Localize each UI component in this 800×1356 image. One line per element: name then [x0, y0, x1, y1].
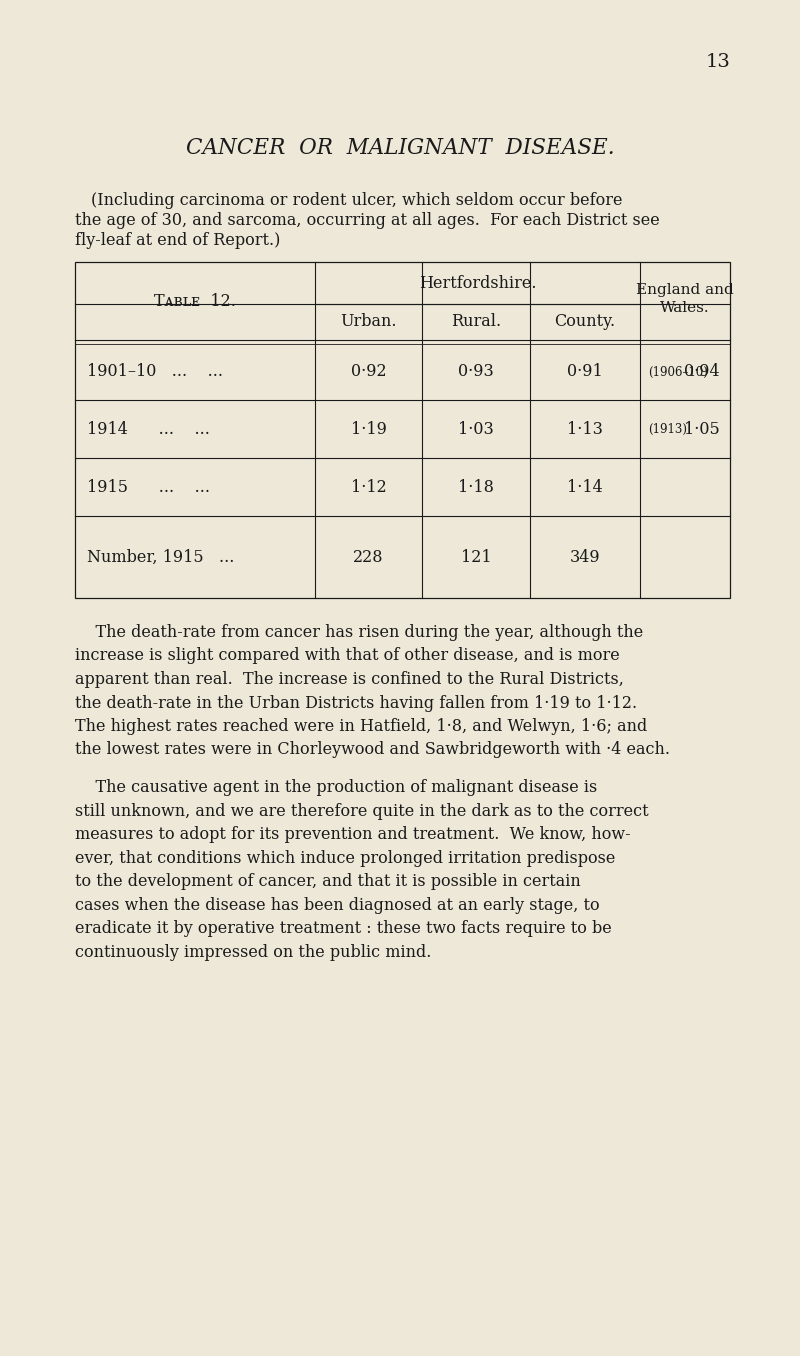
Text: eradicate it by operative treatment : these two facts require to be: eradicate it by operative treatment : th…	[75, 921, 612, 937]
Text: (1913): (1913)	[648, 423, 687, 435]
Text: CANCER  OR  MALIGNANT  DISEASE.: CANCER OR MALIGNANT DISEASE.	[186, 137, 614, 159]
Text: continuously impressed on the public mind.: continuously impressed on the public min…	[75, 944, 431, 960]
Text: 1·05: 1·05	[684, 420, 720, 438]
Bar	[75, 262, 730, 598]
Text: County.: County.	[554, 313, 615, 331]
Text: Number, 1915   ...: Number, 1915 ...	[87, 548, 234, 565]
Text: England and
Wales.: England and Wales.	[636, 283, 734, 315]
Text: Hertfordshire.: Hertfordshire.	[418, 274, 536, 292]
Text: 1·19: 1·19	[350, 420, 386, 438]
Text: 0·92: 0·92	[350, 363, 386, 381]
Text: The causative agent in the production of malignant disease is: The causative agent in the production of…	[75, 780, 598, 796]
Text: measures to adopt for its prevention and treatment.  We know, how-: measures to adopt for its prevention and…	[75, 826, 630, 843]
Text: increase is slight compared with that of other disease, and is more: increase is slight compared with that of…	[75, 648, 620, 664]
Text: still unknown, and we are therefore quite in the dark as to the correct: still unknown, and we are therefore quit…	[75, 803, 649, 819]
Text: the lowest rates were in Chorleywood and Sawbridgeworth with ·4 each.: the lowest rates were in Chorleywood and…	[75, 742, 670, 758]
Text: apparent than real.  The increase is confined to the Rural Districts,: apparent than real. The increase is conf…	[75, 671, 624, 687]
Text: 1914      ...    ...: 1914 ... ...	[87, 420, 210, 438]
Text: to the development of cancer, and that it is possible in certain: to the development of cancer, and that i…	[75, 873, 581, 890]
Text: Tᴀʙʟᴇ  12.: Tᴀʙʟᴇ 12.	[154, 293, 236, 309]
Text: 121: 121	[461, 548, 491, 565]
Text: 1·12: 1·12	[350, 479, 386, 495]
Text: fly-leaf at end of Report.): fly-leaf at end of Report.)	[75, 232, 280, 250]
Text: 0·93: 0·93	[458, 363, 494, 381]
Text: 1·03: 1·03	[458, 420, 494, 438]
Text: 13: 13	[706, 53, 730, 71]
Text: 1·13: 1·13	[567, 420, 603, 438]
Text: The death-rate from cancer has risen during the year, although the: The death-rate from cancer has risen dur…	[75, 624, 643, 641]
Text: the age of 30, and sarcoma, occurring at all ages.  For each District see: the age of 30, and sarcoma, occurring at…	[75, 212, 660, 229]
Text: 228: 228	[354, 548, 384, 565]
Text: ever, that conditions which induce prolonged irritation predispose: ever, that conditions which induce prolo…	[75, 850, 615, 866]
Text: 1·14: 1·14	[567, 479, 603, 495]
Text: 349: 349	[570, 548, 600, 565]
Text: cases when the disease has been diagnosed at an early stage, to: cases when the disease has been diagnose…	[75, 896, 600, 914]
Text: 1915      ...    ...: 1915 ... ...	[87, 479, 210, 495]
Text: the death-rate in the Urban Districts having fallen from 1·19 to 1·12.: the death-rate in the Urban Districts ha…	[75, 694, 637, 712]
Text: 0·91: 0·91	[567, 363, 603, 381]
Text: (Including carcinoma or rodent ulcer, which seldom occur before: (Including carcinoma or rodent ulcer, wh…	[75, 193, 622, 209]
Text: 1·18: 1·18	[458, 479, 494, 495]
Text: Rural.: Rural.	[451, 313, 501, 331]
Text: (1906–10): (1906–10)	[648, 366, 708, 378]
Text: 1901–10   ...    ...: 1901–10 ... ...	[87, 363, 223, 381]
Text: The highest rates reached were in Hatfield, 1·8, and Welwyn, 1·6; and: The highest rates reached were in Hatfie…	[75, 717, 647, 735]
Text: Urban.: Urban.	[340, 313, 397, 331]
Text: 0·94: 0·94	[684, 363, 720, 381]
